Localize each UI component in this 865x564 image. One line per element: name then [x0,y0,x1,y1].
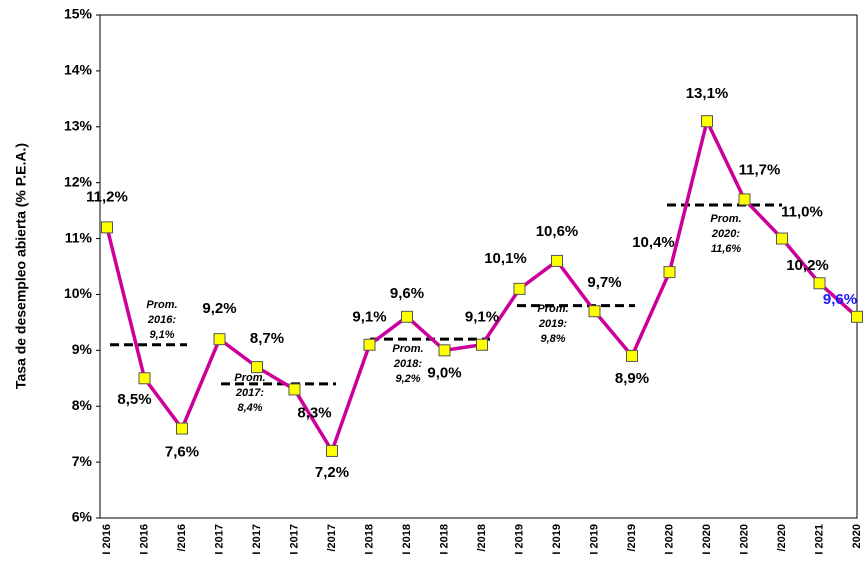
x-tick-label: I 2018 [438,524,450,555]
value-label: 8,5% [117,391,151,408]
x-tick-label: I 2019 [551,524,563,555]
value-label: 10,2% [786,257,829,274]
x-tick-label: /2020 [776,524,788,552]
x-tick-label: I 2021 [813,524,825,555]
point-marker [101,221,113,234]
value-label: 7,2% [315,464,349,481]
average-label: 2019: [538,318,567,330]
value-label: 9,1% [465,309,499,326]
x-tick-label: I 2018 [401,524,413,555]
point-marker [551,254,563,267]
point-marker [626,349,638,362]
y-tick-label: 9% [72,341,93,357]
point-marker [701,115,713,128]
x-tick-label: I 2020 [663,524,675,555]
average-label: 9,2% [395,373,420,385]
point-marker [288,383,301,396]
point-marker [326,444,338,457]
average-label: 9,8% [540,333,565,345]
y-tick-label: 11% [65,229,93,245]
y-tick-label: 14% [64,62,93,78]
x-tick-label: /2018 [476,524,488,552]
x-tick-label: 2020 [851,524,863,548]
y-tick-label: 6% [72,509,93,525]
plot-frame [99,14,858,519]
x-tick-label: /2017 [326,524,338,552]
average-label: Prom. [710,213,741,225]
average-label: Prom. [234,372,265,384]
average-label: 9,1% [149,329,174,341]
average-label: Prom. [146,299,177,311]
value-label: 9,1% [352,309,386,326]
x-tick-label: I 2020 [738,524,750,555]
point-marker [476,338,488,351]
point-marker [813,277,826,290]
point-marker [588,305,601,318]
point-marker [738,193,751,206]
x-tick-label: I 2017 [288,524,300,555]
y-tick-label: 12% [64,173,93,189]
average-label: Prom. [392,343,423,355]
y-tick-label: 13% [64,117,93,133]
value-label: 9,6% [823,291,857,308]
value-label: 10,6% [536,223,579,240]
point-marker [663,266,676,279]
point-marker [176,422,188,435]
point-marker [251,361,263,374]
value-label: 8,3% [297,404,331,421]
value-label: 10,4% [632,234,675,251]
value-label: 10,1% [484,250,527,267]
point-marker [438,344,451,357]
value-label: 9,2% [202,300,236,317]
x-tick-label: I 2019 [513,524,525,555]
value-label: 7,6% [165,444,199,461]
point-marker [513,282,526,295]
average-label: 2020: [711,228,740,240]
x-tick-label: I 2020 [701,524,713,555]
x-tick-label: /2016 [176,524,188,552]
average-label: 2018: [393,358,422,370]
x-tick-label: /2019 [626,524,638,552]
x-tick-label: I 2019 [588,524,600,555]
value-label: 11,0% [781,204,823,221]
x-tick-label: I 2017 [213,524,225,555]
y-tick-label: 8% [72,397,93,413]
x-tick-label: I 2018 [363,524,375,555]
point-marker [363,338,376,351]
point-marker [138,372,151,385]
x-tick-label: I 2016 [101,524,113,555]
y-tick-label: 15% [64,6,93,22]
y-axis-title: Tasa de desempleo abierta (% P.E.A.) [13,143,29,389]
x-tick-label: I 2017 [251,524,263,555]
point-marker [213,333,226,346]
average-label: 8,4% [237,402,262,414]
value-label: 9,7% [587,274,621,291]
y-tick-label: 10% [64,285,93,301]
y-tick-label: 7% [72,453,93,469]
average-label: 2017: [235,387,264,399]
value-label: 8,9% [615,370,649,387]
x-tick-label: I 2016 [138,524,150,555]
point-marker [776,232,788,245]
point-marker [851,310,863,323]
value-label: 11,2% [86,188,128,205]
value-label: 9,6% [390,285,424,302]
value-label: 8,7% [250,330,284,347]
average-label: 11,6% [711,243,742,255]
value-label: 9,0% [427,364,461,381]
average-label: 2016: [147,314,176,326]
value-label: 11,7% [739,161,781,178]
point-marker [401,310,413,323]
value-label: 13,1% [686,85,729,102]
average-label: Prom. [537,303,568,315]
